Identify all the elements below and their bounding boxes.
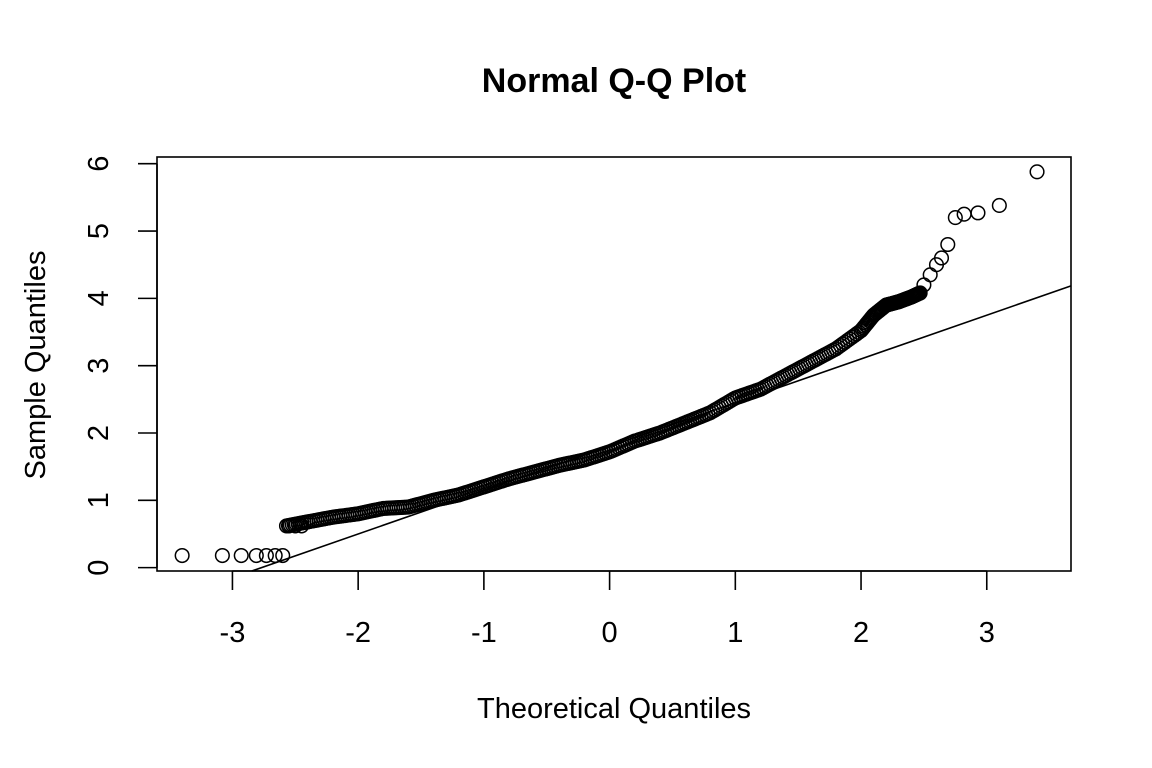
x-axis: -3 -2 -1 0 1 2 3 (220, 570, 995, 649)
points-layer (174, 164, 1045, 564)
y-tick-label: 0 (83, 560, 115, 576)
x-tick-label: 3 (979, 617, 995, 649)
data-point (214, 547, 230, 564)
y-tick-label: 2 (83, 425, 115, 441)
data-point (267, 547, 283, 564)
y-tick-label: 3 (83, 358, 115, 374)
data-point (248, 547, 264, 564)
plot-frame (156, 156, 1072, 572)
data-point (922, 267, 938, 283)
data-point (956, 206, 972, 222)
data-point (912, 285, 928, 301)
data-point (281, 518, 297, 534)
y-tick-label: 6 (83, 156, 115, 172)
x-tick-label: -3 (220, 617, 246, 649)
x-tick-label: 0 (602, 617, 618, 649)
y-tick-label: 5 (83, 223, 115, 239)
y-tick-label: 4 (83, 290, 115, 306)
x-axis-label: Theoretical Quantiles (477, 693, 751, 725)
data-point (174, 547, 190, 564)
chart-title: Normal Q-Q Plot (482, 62, 746, 100)
data-point (275, 547, 291, 564)
y-tick-label: 1 (83, 492, 115, 508)
data-point (294, 518, 310, 534)
data-point (933, 250, 950, 266)
data-point (991, 197, 1007, 214)
data-point (940, 236, 956, 253)
data-point (233, 547, 249, 564)
data-point (258, 547, 274, 564)
y-axis: 0 1 2 3 4 5 6 (83, 156, 158, 576)
y-axis-label: Sample Quantiles (20, 251, 52, 480)
data-point (947, 210, 963, 226)
x-tick-label: -1 (471, 617, 497, 649)
data-point (1029, 164, 1045, 180)
data-point (970, 205, 986, 221)
x-tick-label: 1 (727, 617, 743, 649)
x-tick-label: -2 (345, 617, 371, 649)
data-point (287, 518, 303, 534)
x-tick-label: 2 (853, 617, 869, 649)
